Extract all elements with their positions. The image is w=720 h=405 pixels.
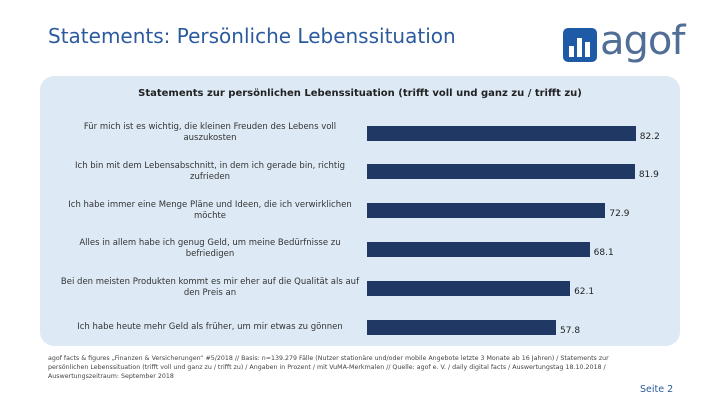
bar bbox=[367, 280, 571, 296]
category-label: Ich habe immer eine Menge Pläne und Idee… bbox=[68, 199, 352, 221]
logo-text: agof bbox=[600, 18, 685, 64]
category-label: Bei den meisten Produkten kommt es mir e… bbox=[60, 277, 360, 299]
logo-icon bbox=[563, 28, 597, 62]
value-label: 82.2 bbox=[639, 131, 660, 142]
value-label: 81.9 bbox=[638, 170, 659, 181]
bar bbox=[367, 203, 606, 219]
category-label: Für mich ist es wichtig, die kleinen Fre… bbox=[83, 122, 337, 143]
bar bbox=[367, 241, 590, 257]
value-label: 68.1 bbox=[593, 247, 614, 258]
page-number: Seite 2 bbox=[640, 384, 674, 395]
category-label: Ich bin mit dem Lebensabschnitt, in dem … bbox=[75, 160, 345, 182]
bar bbox=[367, 125, 636, 141]
bar bbox=[367, 319, 556, 335]
value-label: 62.1 bbox=[574, 286, 595, 297]
value-label: 72.9 bbox=[609, 209, 630, 220]
category-label: Ich habe heute mehr Geld als früher, um … bbox=[77, 321, 343, 332]
chart-title: Statements zur persönlichen Lebenssituat… bbox=[138, 88, 582, 99]
slide-title: Statements: Persönliche Lebenssituation bbox=[48, 24, 456, 48]
footnote: agof facts & figures „Finanzen & Versich… bbox=[48, 355, 609, 380]
bar bbox=[367, 164, 635, 180]
category-label: Alles in allem habe ich genug Geld, um m… bbox=[79, 238, 341, 260]
value-label: 57.8 bbox=[560, 325, 581, 336]
